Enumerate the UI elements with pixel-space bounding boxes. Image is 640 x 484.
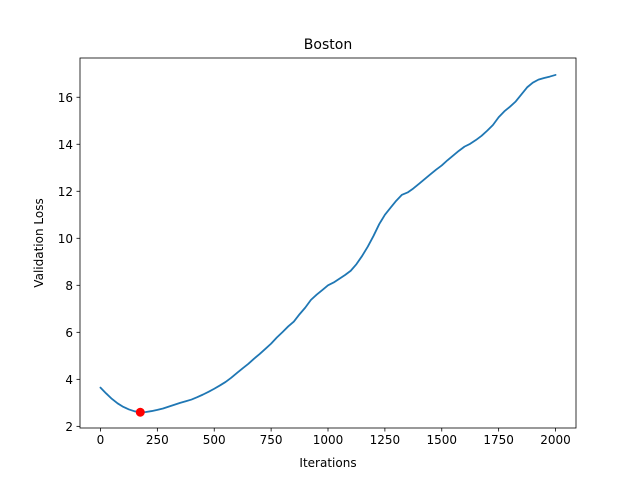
y-tick-label: 14	[58, 138, 73, 152]
x-axis-label: Iterations	[299, 456, 356, 470]
x-tick-label: 1250	[370, 433, 401, 447]
plot-area	[99, 74, 557, 417]
x-tick-label: 1000	[313, 433, 344, 447]
y-tick-label: 8	[65, 279, 73, 293]
y-axis: 2 4 6 8 10 12 14 16	[58, 91, 80, 434]
x-tick-label: 250	[146, 433, 169, 447]
y-tick-label: 10	[58, 232, 73, 246]
chart-title: Boston	[304, 37, 352, 53]
y-tick-label: 16	[58, 91, 73, 105]
series-line	[99, 74, 557, 414]
x-tick-label: 1500	[426, 433, 457, 447]
y-tick-label: 6	[65, 326, 73, 340]
y-tick-label: 4	[65, 373, 73, 387]
y-axis-label: Validation Loss	[32, 198, 46, 287]
x-tick-label: 500	[203, 433, 226, 447]
y-tick-label: 2	[65, 420, 73, 434]
x-tick-label: 2000	[540, 433, 571, 447]
minimum-point-marker	[135, 407, 145, 417]
x-tick-label: 1750	[483, 433, 514, 447]
x-tick-label: 0	[97, 433, 105, 447]
x-axis: 0 250 500 750 1000 1250 1500 1750 2000	[97, 428, 571, 447]
x-tick-label: 750	[260, 433, 283, 447]
y-tick-label: 12	[58, 185, 73, 199]
